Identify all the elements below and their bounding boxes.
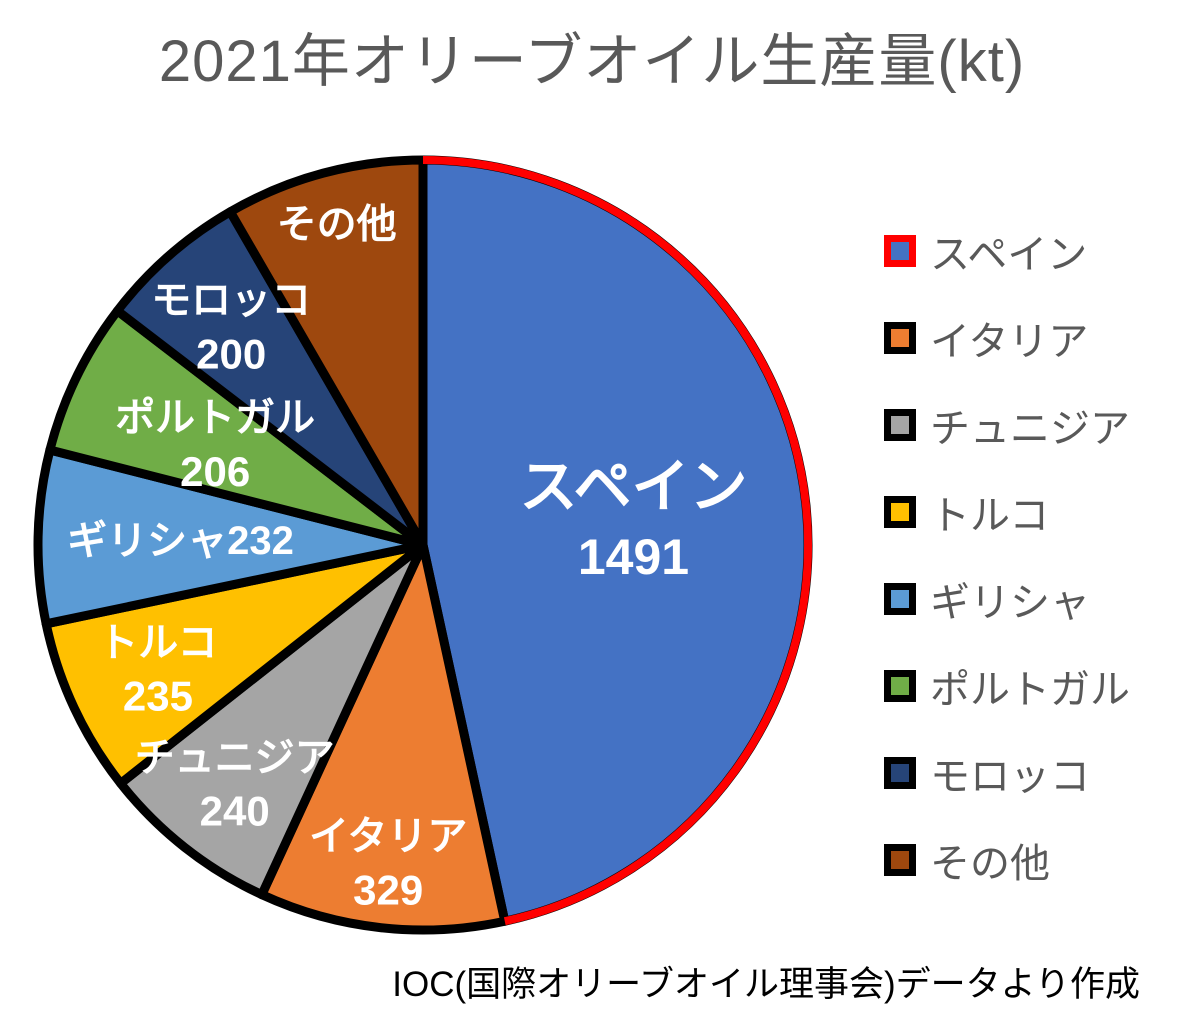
legend-item-portugal: ポルトガル: [884, 642, 1130, 729]
legend-label-italy: イタリア: [930, 319, 1089, 364]
pie-slice-greece: [33, 445, 428, 629]
legend-swatch-spain: [884, 234, 916, 267]
legend-item-greece: ギリシャ: [884, 555, 1130, 642]
legend-swatch-portugal: [884, 669, 916, 702]
pie-slice-label-italy: イタリア 329: [309, 815, 467, 914]
pie-slice-portugal: [45, 306, 428, 550]
pie-slice-label-greece: ギリシャ232: [67, 519, 294, 563]
legend-item-others: その他: [884, 816, 1130, 903]
pie-slice-morocco: [112, 207, 428, 550]
pie-slice-others: [225, 155, 428, 550]
legend-label-portugal: ポルトガル: [930, 667, 1130, 712]
legend-item-italy: イタリア: [884, 294, 1130, 381]
legend-item-turkey: トルコ: [884, 468, 1130, 555]
legend-swatch-morocco: [884, 756, 916, 789]
legend-label-greece: ギリシャ: [930, 580, 1090, 625]
legend-label-turkey: トルコ: [930, 493, 1050, 538]
pie-slice-label-morocco: モロッコ 200: [151, 279, 311, 378]
legend-item-spain: スペイン: [884, 207, 1130, 294]
legend-swatch-turkey: [884, 495, 916, 528]
pie-slice-label-portugal: ポルトガル 206: [115, 396, 315, 495]
source-note: IOC(国際オリーブオイル理事会)データより作成: [392, 965, 1140, 1004]
legend-item-tunisia: チュニジア: [884, 381, 1130, 468]
legend-label-others: その他: [930, 841, 1050, 886]
pie-slice-label-tunisia: チュニジア 240: [135, 736, 335, 835]
legend-label-spain: スペイン: [930, 232, 1088, 277]
legend-item-morocco: モロッコ: [884, 729, 1130, 816]
legend-label-morocco: モロッコ: [930, 754, 1090, 799]
pie-slice-label-spain: スペイン 1491: [520, 455, 748, 585]
pie-slice-italy: [257, 540, 510, 935]
pie-highlight-group: [422, 156, 813, 926]
pie-slice-tunisia: [116, 540, 428, 900]
legend-swatch-italy: [884, 321, 916, 354]
pie-slice-label-turkey: トルコ 235: [98, 621, 217, 720]
legend-swatch-others: [884, 843, 916, 876]
legend-swatch-greece: [884, 582, 916, 615]
legend-swatch-tunisia: [884, 408, 916, 441]
chart-title: 2021年オリーブオイル生産量(kt): [158, 29, 1026, 94]
pie-slice-highlight-spain: [422, 156, 813, 926]
legend-label-tunisia: チュニジア: [930, 406, 1130, 451]
legend: スペインイタリアチュニジアトルコギリシャポルトガルモロッコその他: [884, 207, 1130, 903]
pie-slice-label-others: その他: [277, 202, 397, 246]
